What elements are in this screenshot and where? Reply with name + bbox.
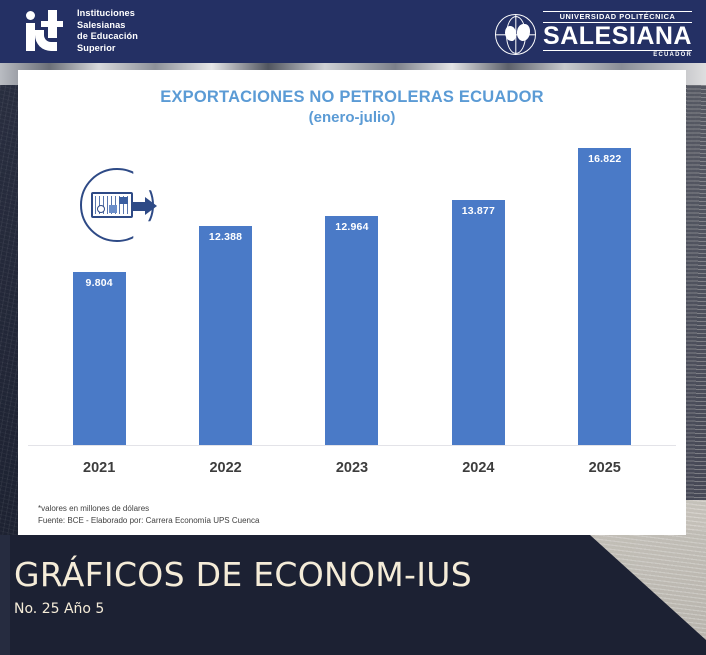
- globe-icon: [495, 14, 537, 55]
- bar-column: 13.877: [430, 199, 526, 445]
- ius-logo-line-3: de Educación: [77, 31, 138, 42]
- bar-value-label: 12.388: [208, 231, 243, 244]
- bar-column: 16.822: [557, 147, 653, 445]
- chart-source-note: Fuente: BCE - Elaborado por: Carrera Eco…: [38, 516, 260, 525]
- bar-value-label: 9.804: [85, 276, 113, 289]
- x-tick-label: 2021: [83, 460, 116, 476]
- bar-2024[interactable]: 13.877: [451, 199, 505, 445]
- x-tick-label: 2025: [588, 460, 621, 476]
- chart-subtitle: (enero-julio): [308, 109, 396, 126]
- x-tick-label: 2024: [462, 460, 495, 476]
- page-footer: GRÁFICOS DE ECONOM-IUS No. 25 Año 5: [0, 535, 706, 655]
- ups-logo-bottom-line: ECUADOR: [543, 50, 692, 58]
- chart-card: EXPORTACIONES NO PETROLERAS ECUADOR (ene…: [18, 70, 686, 535]
- chart-bars: 9.804 12.388 12.964 13.877: [18, 115, 686, 445]
- bar-value-label: 13.877: [461, 204, 496, 217]
- x-tick-label: 2022: [209, 460, 242, 476]
- bar-column: 12.964: [304, 215, 400, 445]
- chart-footnotes: *valores en millones de dólares Fuente: …: [38, 503, 259, 527]
- ius-logo-text: Instituciones Salesianas de Educación Su…: [77, 8, 138, 54]
- footer-left-accent: [0, 535, 10, 655]
- bar-value-label: 16.822: [588, 152, 622, 165]
- bar-column: 9.804: [51, 271, 147, 445]
- footer-subtitle: No. 25 Año 5: [14, 601, 105, 617]
- ius-logo-line-4: Superior: [77, 42, 116, 53]
- page-header: Instituciones Salesianas de Educación Su…: [0, 0, 706, 63]
- ius-logo-line-2: Salesianas: [77, 19, 126, 30]
- chart-title: EXPORTACIONES NO PETROLERAS ECUADOR: [160, 88, 544, 106]
- bar-2021[interactable]: 9.804: [72, 271, 126, 445]
- ups-logo: UNIVERSIDAD POLITÉCNICA SALESIANA ECUADO…: [495, 11, 692, 58]
- chart-units-note: *valores en millones de dólares: [38, 504, 150, 513]
- bar-2025[interactable]: 16.822: [578, 147, 632, 445]
- ups-logo-top-line: UNIVERSIDAD POLITÉCNICA: [543, 11, 692, 23]
- ups-logo-main-line: SALESIANA: [543, 22, 692, 50]
- bar-value-label: 12.964: [335, 220, 369, 233]
- chart-x-axis-labels: 2021 2022 2023 2024 2025: [18, 460, 686, 476]
- ius-logo-line-1: Instituciones: [77, 8, 135, 18]
- export-container-arrow-icon: [80, 168, 157, 242]
- bar-2023[interactable]: 12.964: [325, 215, 379, 445]
- bar-column: 12.388: [178, 226, 274, 445]
- ius-logo: Instituciones Salesianas de Educación Su…: [22, 8, 138, 54]
- ius-monogram-icon: [22, 8, 68, 54]
- chart-baseline: [28, 445, 676, 446]
- chart-plot-area: 9.804 12.388 12.964 13.877: [18, 136, 686, 508]
- bar-2022[interactable]: 12.388: [199, 226, 253, 445]
- ups-logo-text: UNIVERSIDAD POLITÉCNICA SALESIANA ECUADO…: [543, 11, 692, 58]
- footer-title: GRÁFICOS DE ECONOM-IUS: [14, 555, 472, 594]
- x-tick-label: 2023: [335, 460, 369, 476]
